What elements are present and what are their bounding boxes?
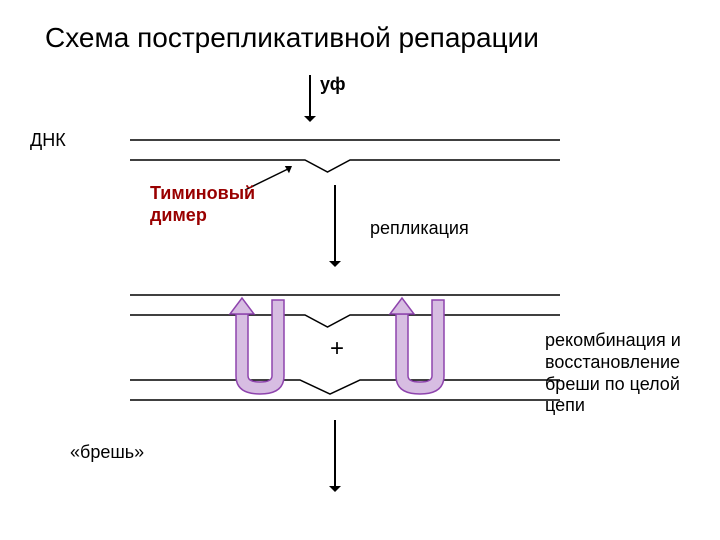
gap-label: «брешь»: [70, 442, 144, 463]
dna-strand-2-bottom: [130, 315, 560, 327]
dimer-label-line1: Тиминовый: [150, 183, 255, 204]
replication-label: репликация: [370, 218, 469, 239]
recomb-label-line2: восстановление: [545, 352, 680, 373]
recomb-label-line3: бреши по целой цепи: [545, 374, 720, 416]
diagram-title: Схема пострепликативной репарации: [45, 22, 539, 54]
dna-strand-1-bottom: [130, 160, 560, 172]
uv-label: уф: [320, 74, 346, 95]
dna-strand-3-top: [130, 380, 560, 394]
plus-label: +: [330, 335, 344, 363]
dimer-label-line2: димер: [150, 205, 207, 226]
recomb-label-line1: рекомбинация и: [545, 330, 681, 351]
dna-label: ДНК: [30, 130, 66, 151]
